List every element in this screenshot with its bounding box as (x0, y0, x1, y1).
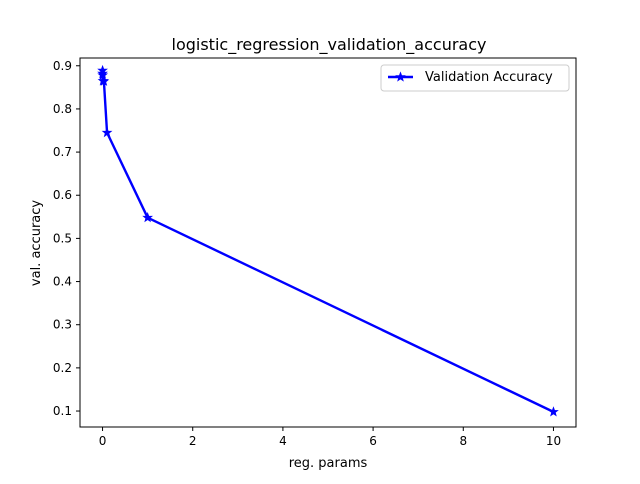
x-tick-label: 2 (189, 434, 197, 448)
y-tick-label: 0.8 (53, 102, 72, 116)
y-tick-label: 0.9 (53, 59, 72, 73)
y-tick-label: 0.6 (53, 188, 72, 202)
x-axis: 0 2 4 6 8 10 (99, 427, 561, 448)
y-tick-label: 0.5 (53, 231, 72, 245)
x-tick-label: 6 (369, 434, 377, 448)
legend: Validation Accuracy (380, 64, 570, 92)
data-point-marker (98, 75, 110, 86)
y-axis: 0.1 0.2 0.3 0.4 0.5 0.6 0.7 0.8 0.9 (53, 59, 80, 418)
y-tick-label: 0.2 (53, 361, 72, 375)
x-tick-label: 0 (99, 434, 107, 448)
x-axis-label: reg. params (289, 456, 368, 471)
series-layer (97, 64, 559, 417)
x-tick-label: 4 (279, 434, 287, 448)
x-tick-label: 10 (546, 434, 561, 448)
data-point-marker (548, 406, 559, 417)
y-tick-label: 0.7 (53, 145, 72, 159)
data-point-marker (142, 212, 154, 223)
x-tick-label: 8 (459, 434, 467, 448)
y-tick-label: 0.4 (53, 275, 72, 289)
plot-frame (79, 57, 577, 428)
chart-title: logistic_regression_validation_accuracy (172, 35, 487, 55)
legend-box (380, 64, 570, 92)
legend-marker (395, 71, 406, 82)
legend-label: Validation Accuracy (425, 70, 553, 85)
plot-area (79, 57, 577, 428)
y-axis-label: val. accuracy (29, 200, 44, 286)
y-tick-label: 0.3 (53, 318, 72, 332)
data-point-marker (101, 127, 113, 138)
y-tick-label: 0.1 (53, 404, 72, 418)
